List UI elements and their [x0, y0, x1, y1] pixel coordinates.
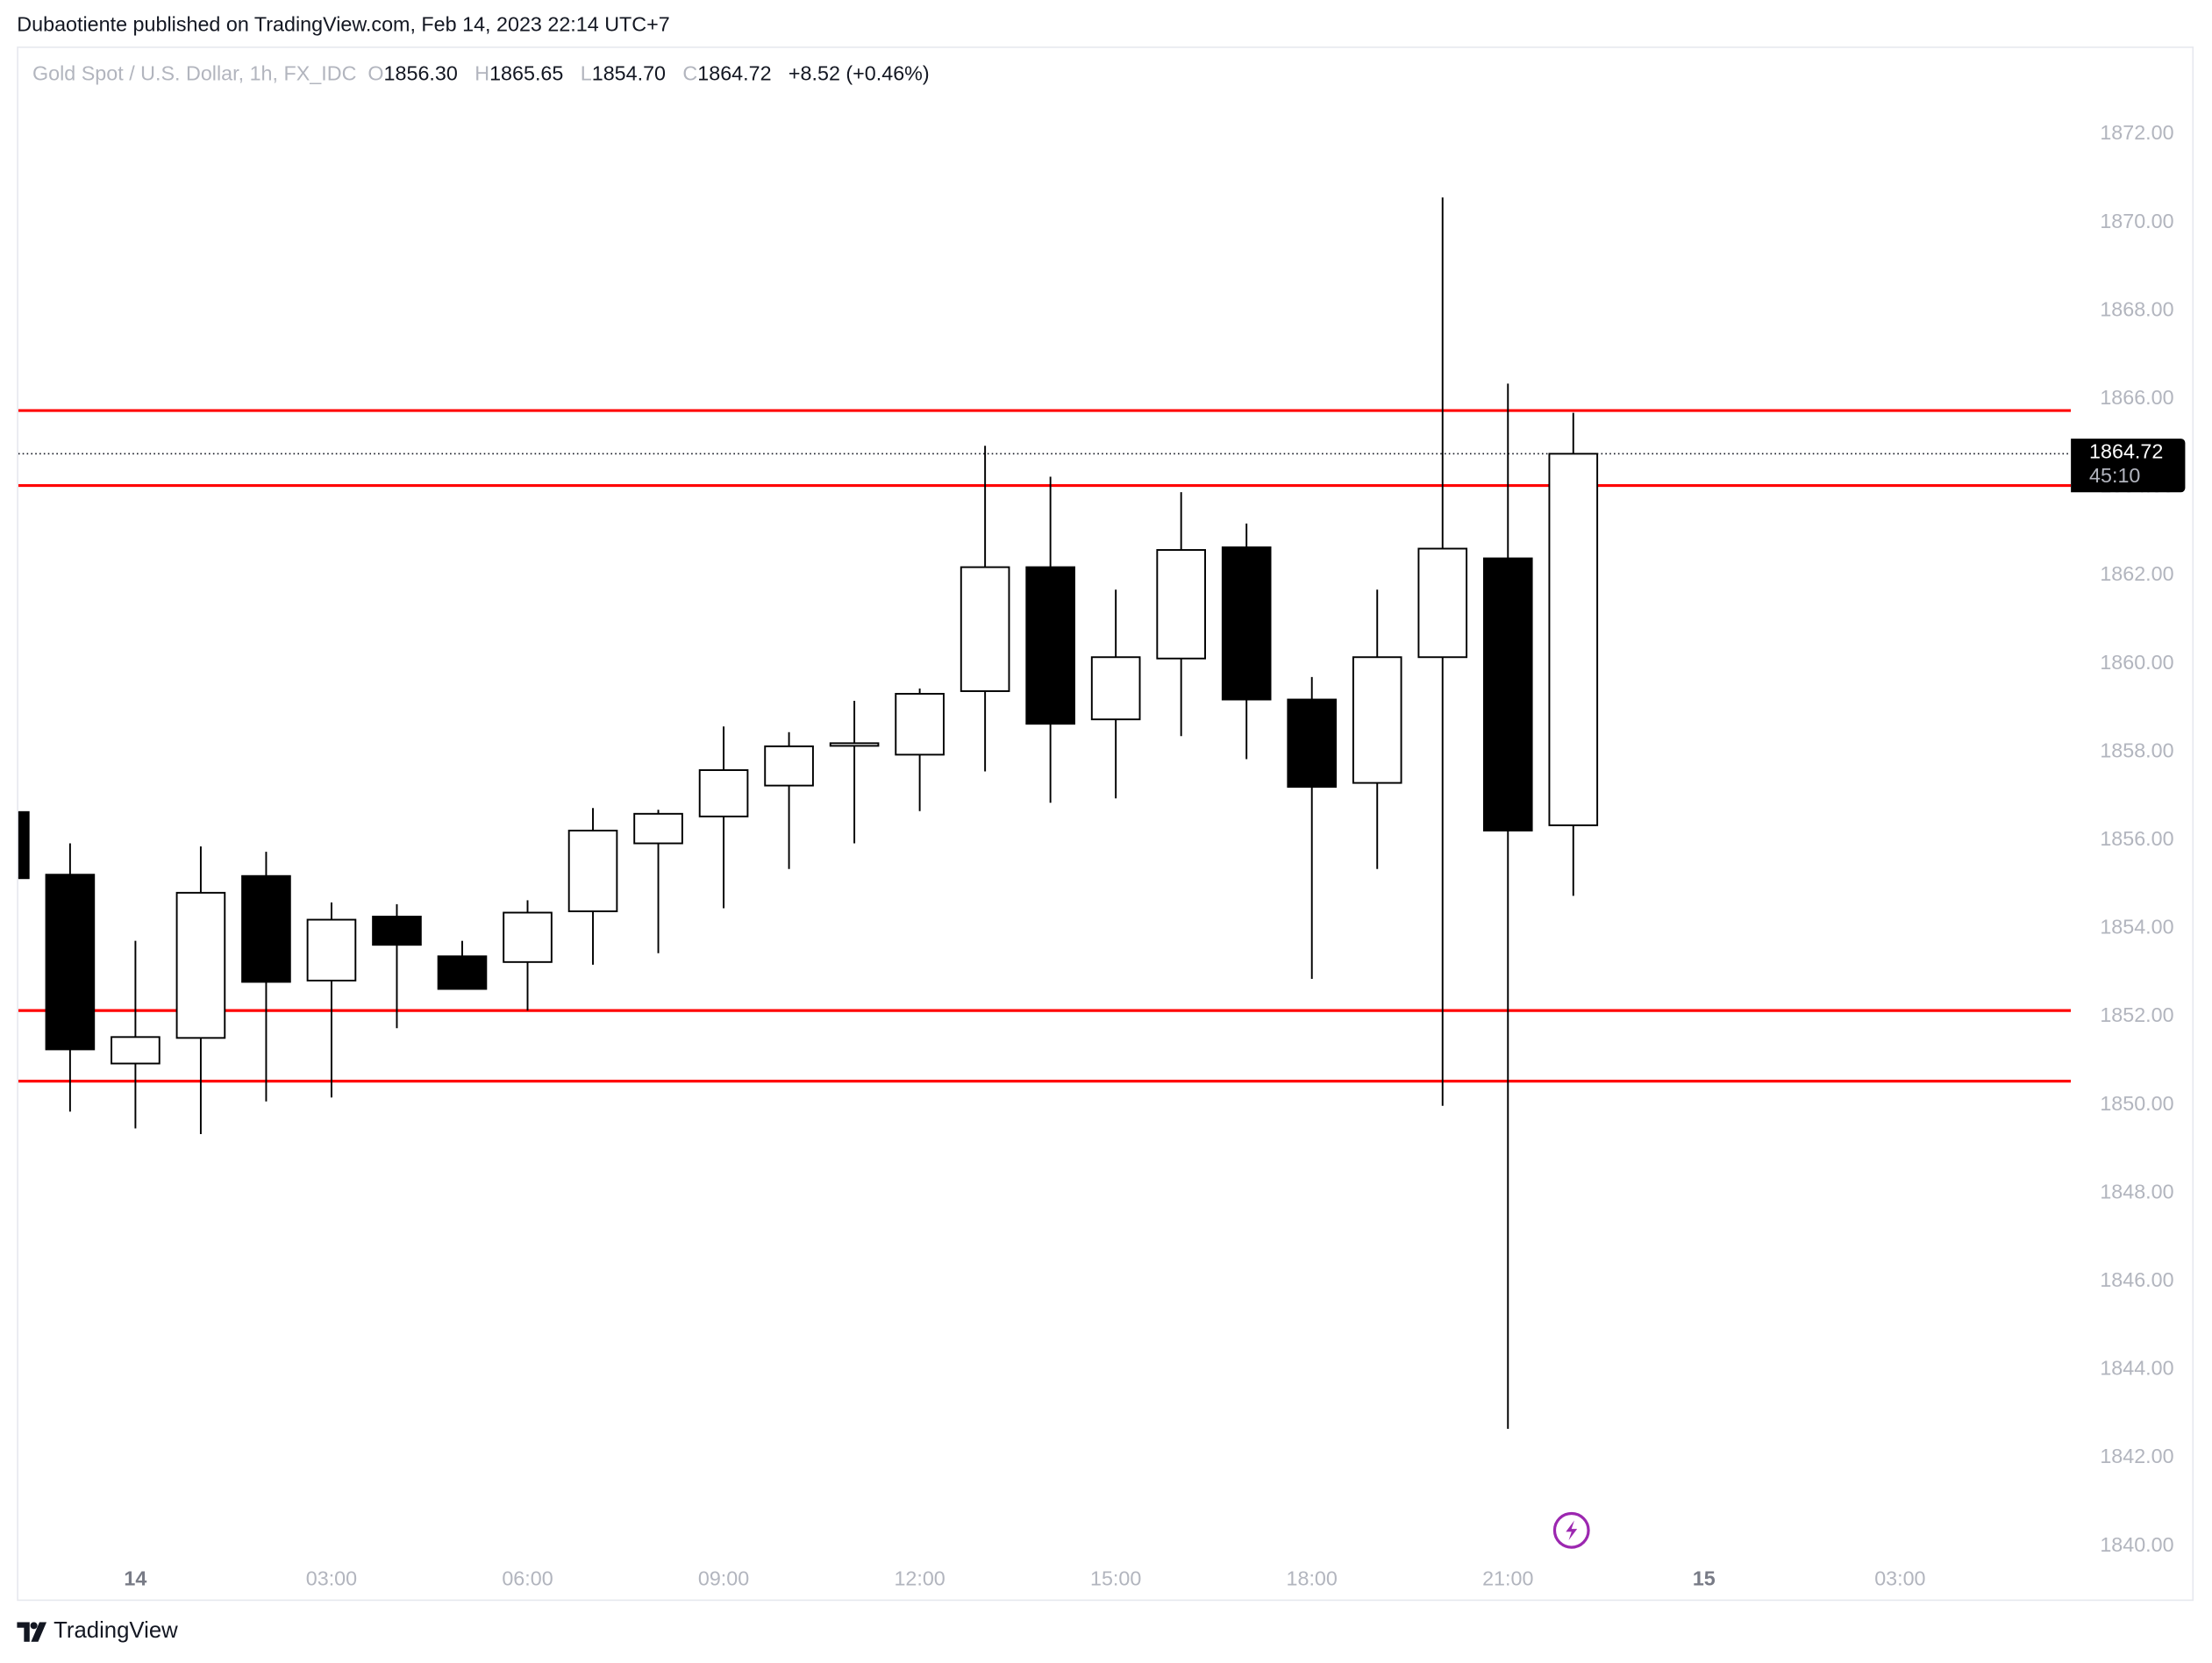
low-label: L [580, 63, 592, 87]
y-tick-label: 1852.00 [2100, 1003, 2173, 1026]
candle-body-down [437, 955, 488, 990]
candle-body-down [1025, 566, 1075, 725]
symbol-legend: Gold Spot / U.S. Dollar, 1h, FX_IDC O185… [32, 63, 941, 86]
x-tick-label: 18:00 [1287, 1567, 1338, 1590]
y-tick-label: 1842.00 [2100, 1445, 2173, 1467]
low-value: 1854.70 [591, 63, 667, 87]
open-value: 1856.30 [383, 63, 458, 87]
x-tick-label: 14 [124, 1567, 146, 1590]
tradingview-logo[interactable]: TradingView [17, 1619, 178, 1645]
y-tick-label: 1846.00 [2100, 1268, 2173, 1291]
candle-body-down [241, 874, 291, 983]
candle-body-up [633, 812, 683, 845]
close-label: C [682, 63, 698, 87]
y-tick-label: 1872.00 [2100, 121, 2173, 144]
y-tick-label: 1870.00 [2100, 210, 2173, 232]
chart-frame[interactable] [17, 46, 2194, 1602]
last-price: 1864.72 [2089, 441, 2164, 465]
candle-body-up [960, 566, 1010, 692]
candle-body-up [895, 693, 945, 756]
y-tick-label: 1840.00 [2100, 1533, 2173, 1556]
y-tick-label: 1868.00 [2100, 297, 2173, 320]
y-tick-label: 1860.00 [2100, 651, 2173, 674]
tradingview-logo-icon [17, 1622, 47, 1642]
x-tick-label: 21:00 [1482, 1567, 1533, 1590]
candle-body-down [45, 874, 96, 1051]
candle-body-up [1352, 656, 1402, 784]
x-tick-label: 06:00 [502, 1567, 553, 1590]
y-tick-label: 1866.00 [2100, 386, 2173, 409]
y-tick-label: 1850.00 [2100, 1092, 2173, 1115]
x-tick-label: 15 [1693, 1567, 1716, 1590]
candle-body-up [698, 769, 749, 817]
plot-area[interactable] [0, 197, 2072, 1430]
candle-body-down [372, 916, 422, 946]
candle-body-down [1482, 557, 1533, 832]
change-value: +8.52 (+0.46%) [788, 63, 930, 87]
candle-body-down [1287, 698, 1338, 789]
lightning-icon[interactable] [1552, 1511, 1590, 1549]
x-tick-label: 15:00 [1090, 1567, 1141, 1590]
candle-body-up [503, 911, 553, 963]
symbol-title: Gold Spot / U.S. Dollar, 1h, FX_IDC [32, 63, 357, 87]
candle-body-up [764, 745, 814, 787]
candle-body-up [829, 742, 880, 747]
y-tick-label: 1858.00 [2100, 739, 2173, 761]
y-tick-label: 1848.00 [2100, 1180, 2173, 1203]
last-price-tag: 1864.72 45:10 [2071, 439, 2186, 493]
bar-countdown: 45:10 [2089, 465, 2141, 489]
candle-body-down [1221, 546, 1272, 701]
candle-body-up [1090, 656, 1141, 721]
candle-body-up [1548, 453, 1599, 826]
high-value: 1865.65 [489, 63, 564, 87]
open-label: O [367, 63, 384, 87]
candle-body-up [306, 918, 357, 981]
x-tick-label: 09:00 [698, 1567, 749, 1590]
y-tick-label: 1854.00 [2100, 916, 2173, 939]
x-tick-label: 03:00 [1874, 1567, 1925, 1590]
candle-body-up [567, 829, 618, 912]
y-tick-label: 1844.00 [2100, 1357, 2173, 1380]
candle-body-down [18, 810, 30, 880]
candle-body-up [1156, 549, 1206, 660]
close-value: 1864.72 [697, 63, 772, 87]
candle-body-up [175, 891, 226, 1039]
x-tick-label: 12:00 [894, 1567, 945, 1590]
x-tick-label: 03:00 [306, 1567, 357, 1590]
high-label: H [475, 63, 490, 87]
y-tick-label: 1862.00 [2100, 562, 2173, 585]
candle-body-up [111, 1036, 161, 1065]
candle-body-up [1417, 547, 1468, 659]
published-caption: Dubaotiente published on TradingView.com… [17, 14, 670, 37]
y-tick-label: 1856.00 [2100, 827, 2173, 850]
brand-name: TradingView [54, 1619, 178, 1644]
